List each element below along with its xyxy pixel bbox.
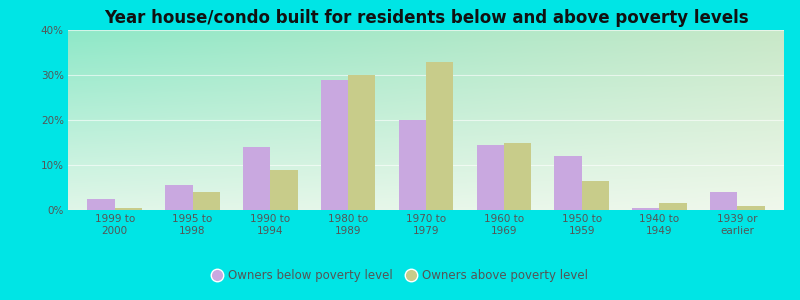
Bar bbox=[166, 185, 193, 210]
Bar bbox=[193, 192, 220, 210]
Bar bbox=[659, 203, 686, 210]
Bar bbox=[504, 142, 531, 210]
Title: Year house/condo built for residents below and above poverty levels: Year house/condo built for residents bel… bbox=[104, 9, 748, 27]
Bar bbox=[738, 206, 765, 210]
Bar bbox=[87, 199, 114, 210]
Bar bbox=[243, 147, 270, 210]
Bar bbox=[348, 75, 375, 210]
Legend: Owners below poverty level, Owners above poverty level: Owners below poverty level, Owners above… bbox=[207, 265, 593, 287]
Bar bbox=[477, 145, 504, 210]
Bar bbox=[398, 120, 426, 210]
Bar bbox=[426, 61, 454, 210]
Bar bbox=[321, 80, 348, 210]
Bar bbox=[270, 169, 298, 210]
Bar bbox=[632, 208, 659, 210]
Bar bbox=[710, 192, 738, 210]
Bar bbox=[582, 181, 609, 210]
Bar bbox=[554, 156, 582, 210]
Bar bbox=[114, 208, 142, 210]
